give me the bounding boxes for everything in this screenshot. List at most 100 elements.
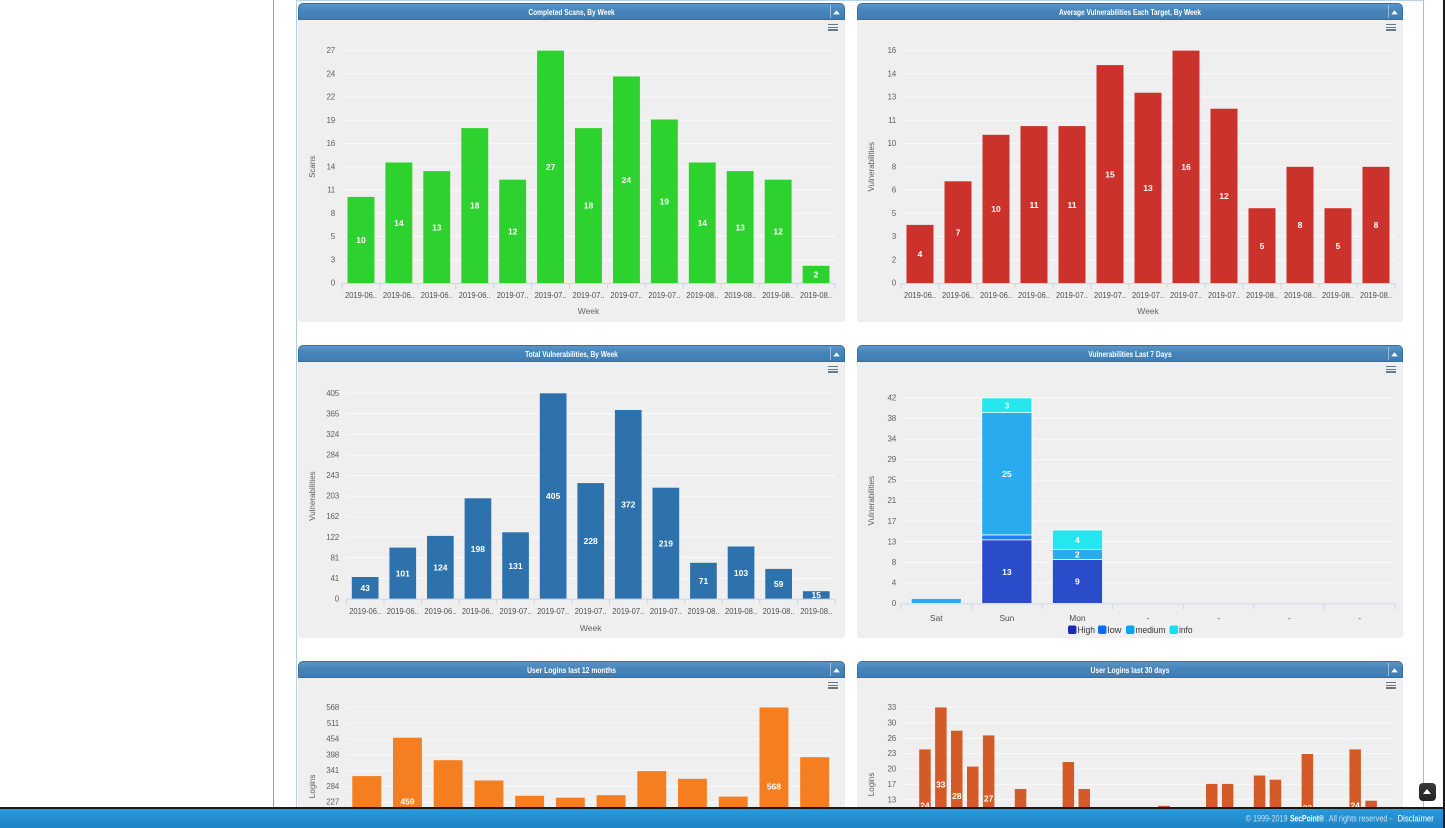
svg-text:2019-07..: 2019-07.. — [1170, 290, 1202, 300]
svg-text:16: 16 — [327, 139, 336, 148]
svg-text:User Logins last 30 days: User Logins last 30 days — [1091, 666, 1170, 675]
svg-text:2019-07..: 2019-07.. — [500, 606, 532, 616]
svg-text:15: 15 — [811, 590, 821, 600]
svg-text:Week: Week — [1137, 306, 1159, 316]
svg-text:27: 27 — [546, 162, 556, 172]
svg-text:2019-06..: 2019-06.. — [349, 606, 381, 616]
svg-text:2019-06..: 2019-06.. — [421, 290, 453, 300]
svg-text:2019-06..: 2019-06.. — [942, 290, 974, 300]
svg-text:2019-08..: 2019-08.. — [1284, 290, 1316, 300]
svg-text:131: 131 — [508, 561, 522, 571]
svg-text:Vulnerabilities Last 7 Days: Vulnerabilities Last 7 Days — [1088, 350, 1172, 359]
svg-text:10: 10 — [991, 204, 1001, 214]
svg-text:13: 13 — [1143, 183, 1153, 193]
svg-text:13: 13 — [888, 795, 897, 804]
svg-text:30: 30 — [888, 718, 897, 727]
svg-text:12: 12 — [773, 227, 783, 237]
svg-text:284: 284 — [326, 451, 339, 460]
svg-text:2019-06..: 2019-06.. — [459, 290, 491, 300]
svg-text:2019-07..: 2019-07.. — [535, 290, 567, 300]
svg-text:324: 324 — [326, 430, 339, 439]
svg-text:34: 34 — [888, 435, 897, 444]
svg-text:228: 228 — [584, 536, 598, 546]
svg-text:15: 15 — [1105, 169, 1115, 179]
svg-text:71: 71 — [699, 576, 709, 586]
svg-text:2019-08..: 2019-08.. — [762, 290, 794, 300]
svg-text:365: 365 — [326, 409, 339, 418]
svg-text:227: 227 — [326, 798, 339, 807]
svg-text:2019-06..: 2019-06.. — [387, 606, 419, 616]
svg-text:124: 124 — [433, 563, 447, 573]
svg-text:2019-07..: 2019-07.. — [573, 290, 605, 300]
svg-text:8: 8 — [892, 162, 897, 171]
svg-text:2019-07..: 2019-07.. — [1132, 290, 1164, 300]
svg-text:3: 3 — [331, 255, 336, 264]
svg-text:28: 28 — [952, 791, 962, 801]
svg-text:219: 219 — [659, 538, 673, 548]
svg-text:511: 511 — [327, 719, 340, 728]
svg-text:6: 6 — [892, 186, 897, 195]
svg-text:13: 13 — [432, 222, 442, 232]
svg-text:2019-06..: 2019-06.. — [424, 606, 456, 616]
svg-text:2019-06..: 2019-06.. — [462, 606, 494, 616]
svg-text:13: 13 — [1002, 567, 1012, 577]
svg-text:198: 198 — [471, 544, 485, 554]
svg-text:13: 13 — [735, 222, 745, 232]
svg-text:24: 24 — [327, 69, 336, 78]
svg-text:22: 22 — [327, 93, 336, 102]
svg-text:4: 4 — [918, 249, 923, 259]
svg-text:0: 0 — [892, 599, 897, 608]
svg-text:© 1999-2019: © 1999-2019 — [1246, 814, 1288, 824]
svg-text:2019-08..: 2019-08.. — [1322, 290, 1354, 300]
svg-text:Completed Scans, By Week: Completed Scans, By Week — [528, 8, 615, 17]
svg-text:2019-07..: 2019-07.. — [497, 290, 529, 300]
svg-text:Average Vulnerabilities Each T: Average Vulnerabilities Each Target, By … — [1059, 8, 1201, 17]
svg-text:16: 16 — [1181, 162, 1191, 172]
svg-text:162: 162 — [326, 512, 339, 521]
svg-text:-: - — [1147, 613, 1150, 623]
svg-text:23: 23 — [888, 749, 897, 758]
svg-text:20: 20 — [888, 765, 897, 774]
svg-text:2019-06..: 2019-06.. — [345, 290, 377, 300]
svg-text:14: 14 — [327, 162, 336, 171]
svg-text:0: 0 — [892, 279, 897, 288]
svg-text:2019-08..: 2019-08.. — [1246, 290, 1278, 300]
svg-text:-: - — [1288, 613, 1291, 623]
svg-text:2019-07..: 2019-07.. — [575, 606, 607, 616]
svg-text:24: 24 — [622, 175, 632, 185]
svg-text:8: 8 — [1374, 220, 1379, 230]
svg-text:4: 4 — [1075, 535, 1080, 545]
svg-text:2019-08..: 2019-08.. — [725, 606, 757, 616]
svg-text:-: - — [1358, 613, 1361, 623]
svg-text:81: 81 — [331, 553, 340, 562]
svg-text:568: 568 — [326, 703, 339, 712]
svg-text:2019-07..: 2019-07.. — [1056, 290, 1088, 300]
svg-text:11: 11 — [888, 116, 897, 125]
svg-text:33: 33 — [936, 780, 946, 790]
svg-text:Logins: Logins — [308, 775, 317, 799]
svg-text:2: 2 — [1075, 550, 1080, 560]
svg-text:27: 27 — [984, 794, 994, 804]
svg-text:284: 284 — [326, 782, 339, 791]
svg-text:3: 3 — [892, 232, 897, 241]
svg-text:Disclaimer: Disclaimer — [1398, 814, 1434, 824]
svg-text:2019-08..: 2019-08.. — [800, 606, 832, 616]
svg-text:18: 18 — [584, 201, 594, 211]
svg-text:Vulnerabilities: Vulnerabilities — [867, 476, 876, 526]
svg-text:405: 405 — [546, 491, 560, 501]
svg-text:User Logins last 12 months: User Logins last 12 months — [527, 666, 616, 675]
svg-text:19: 19 — [660, 196, 670, 206]
svg-text:13: 13 — [888, 537, 897, 546]
svg-text:info: info — [1179, 625, 1193, 635]
svg-text:2019-07..: 2019-07.. — [610, 290, 642, 300]
svg-text:12: 12 — [508, 227, 518, 237]
svg-text:5: 5 — [331, 232, 336, 241]
svg-text:38: 38 — [888, 414, 897, 423]
svg-text:17: 17 — [888, 517, 897, 526]
svg-text:2019-07..: 2019-07.. — [648, 290, 680, 300]
svg-text:5: 5 — [892, 209, 897, 218]
svg-text:2019-08..: 2019-08.. — [800, 290, 832, 300]
svg-text:Total Vulnerabilities, By Week: Total Vulnerabilities, By Week — [525, 350, 618, 359]
svg-text:568: 568 — [767, 782, 781, 792]
svg-text:9: 9 — [1075, 577, 1080, 587]
